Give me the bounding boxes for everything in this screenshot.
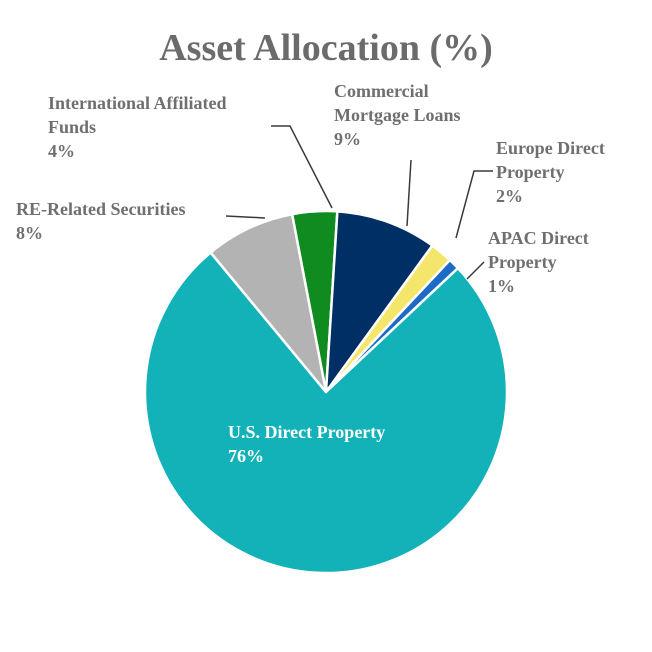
leader-line-apac-direct-property [466,261,485,280]
data-label-value: 4% [48,141,75,161]
data-label-re-related-securities: RE-Related Securities 8% [16,199,185,243]
data-label-name: APAC Direct [488,228,589,248]
data-label-apac-direct-property: APAC Direct Property 1% [488,228,589,296]
leader-line-re-related-securities [225,215,266,219]
data-label-name: RE-Related Securities [16,199,185,219]
data-label-value: 2% [496,186,523,206]
pie-slices [143,209,509,575]
data-label-name: International Affiliated [48,93,227,113]
pie-slice-u-s-direct-property [143,251,509,575]
data-label-name: Mortgage Loans [334,105,460,125]
pie-slice-commercial-mortgage-loans [324,210,434,394]
pie-slice-re-related-securities [209,212,328,394]
data-label-value: 1% [488,276,515,296]
data-label-value: 9% [334,129,361,149]
data-label-commercial-mortgage-loans: Commercial Mortgage Loans 9% [334,81,460,149]
data-label-u-s-direct-property: U.S. Direct Property 76% [228,422,385,466]
chart-title: Asset Allocation (%) [159,27,493,69]
data-label-value: 76% [228,446,264,466]
data-label-name: Property [496,162,565,182]
data-label-europe-direct-property: Europe Direct Property 2% [496,138,605,206]
data-label-name: Commercial [334,81,429,101]
data-label-value: 8% [16,223,43,243]
data-label-name: Europe Direct [496,138,605,158]
leader-line-commercial-mortgage-loans [406,159,412,227]
leader-line-international-affiliated-funds [271,125,333,209]
data-label-name: Property [488,252,557,272]
data-label-name: Funds [48,117,96,137]
data-label-name: U.S. Direct Property [228,422,385,442]
leader-line-europe-direct-property [455,170,493,239]
data-labels: U.S. Direct Property 76% RE-Related Securi… [16,81,605,466]
data-label-international-affiliated-funds: International Affiliated Funds 4% [48,93,227,161]
leader-lines [225,125,493,280]
